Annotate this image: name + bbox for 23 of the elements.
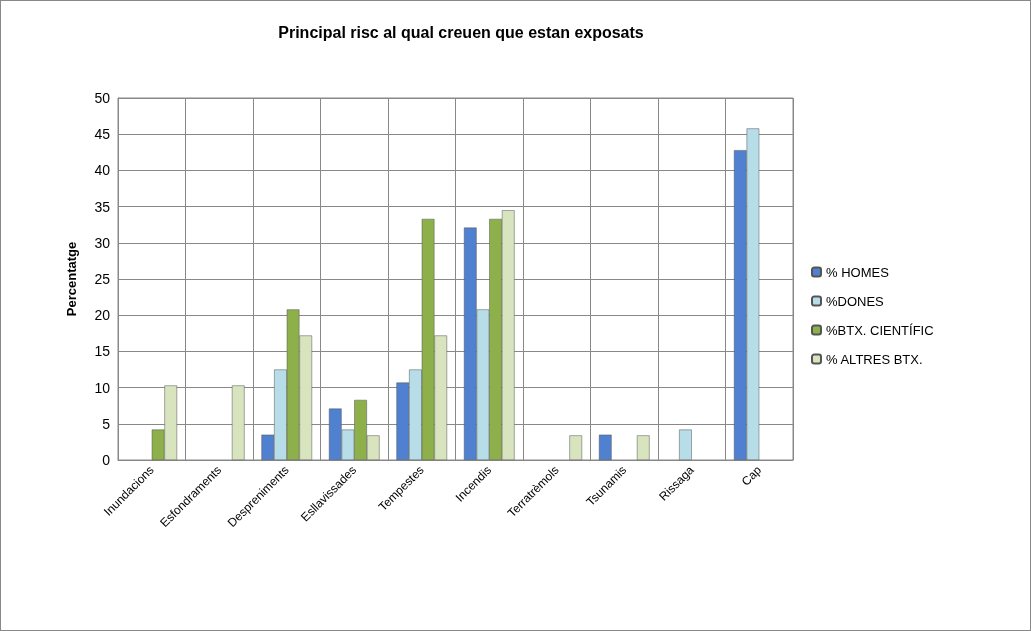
y-tick-label: 30 [94, 234, 111, 251]
y-tick-label: 35 [94, 198, 111, 215]
bar [636, 435, 650, 460]
chart-title: Principal risc al qual creuen que estan exposats [278, 23, 644, 41]
bar [569, 435, 583, 460]
y-tick-label: 5 [102, 415, 111, 432]
y-tick-label: 50 [94, 90, 111, 106]
bar [598, 434, 612, 460]
bar [679, 429, 692, 460]
y-tick-label: 10 [94, 379, 111, 396]
y-tick-label: 25 [94, 271, 111, 287]
bar [231, 385, 245, 460]
y-tick-label: 20 [94, 307, 111, 324]
x-tick-label: Cap [738, 462, 765, 489]
legend-label: %BTX. CIENTÍFIC [826, 322, 934, 338]
y-tick-label: 40 [94, 162, 111, 179]
y-tick-label: 45 [94, 126, 111, 143]
y-tick-label: 0 [102, 452, 111, 468]
legend-label: % ALTRES BTX. [826, 351, 923, 367]
legend-label: % HOMES [826, 264, 890, 280]
y-axis-title: Percentatge [64, 241, 79, 317]
y-tick-label: 15 [94, 343, 111, 360]
legend-label: %DONES [826, 293, 885, 309]
